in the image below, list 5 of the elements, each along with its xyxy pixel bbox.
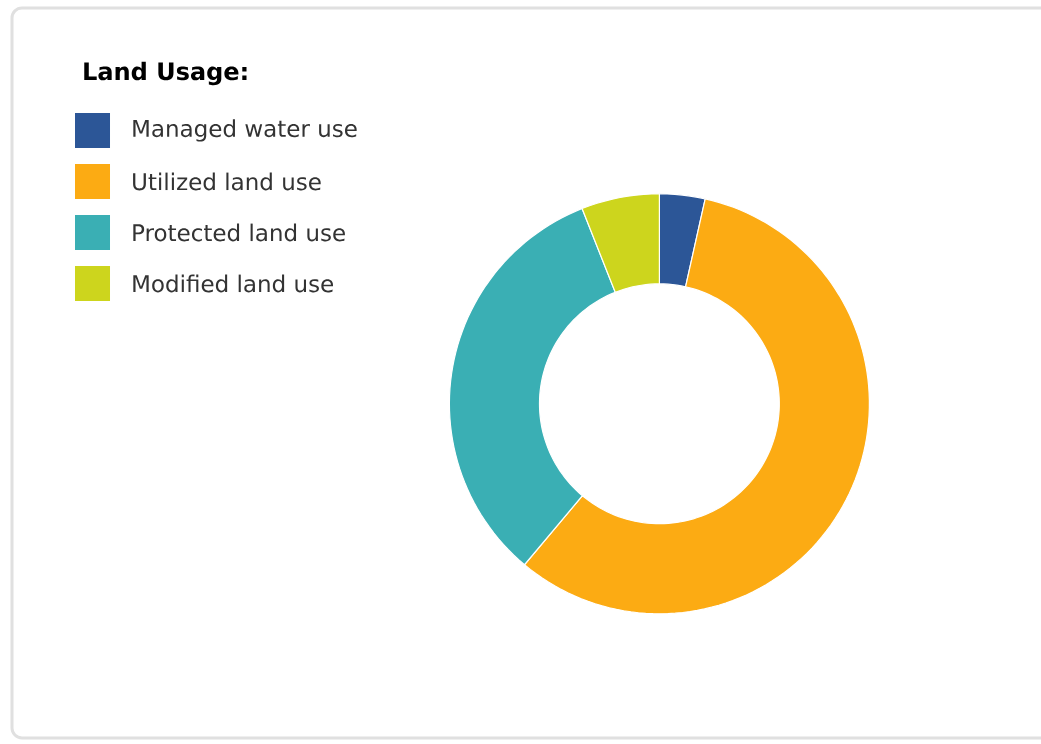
legend-label: Utilized land use	[133, 172, 321, 191]
legend-label: Protected land use	[133, 223, 345, 242]
legend-label: Managed water use	[133, 119, 357, 142]
chart-title: Land Usage:	[84, 61, 247, 86]
legend-label: Modified land use	[133, 274, 333, 293]
